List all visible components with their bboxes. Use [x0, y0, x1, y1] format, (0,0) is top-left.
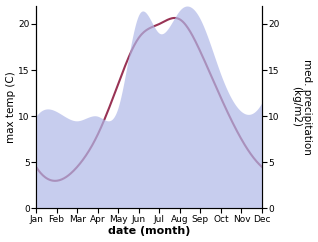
Y-axis label: max temp (C): max temp (C): [5, 71, 16, 143]
Y-axis label: med. precipitation
(kg/m2): med. precipitation (kg/m2): [291, 59, 313, 155]
X-axis label: date (month): date (month): [108, 227, 190, 236]
